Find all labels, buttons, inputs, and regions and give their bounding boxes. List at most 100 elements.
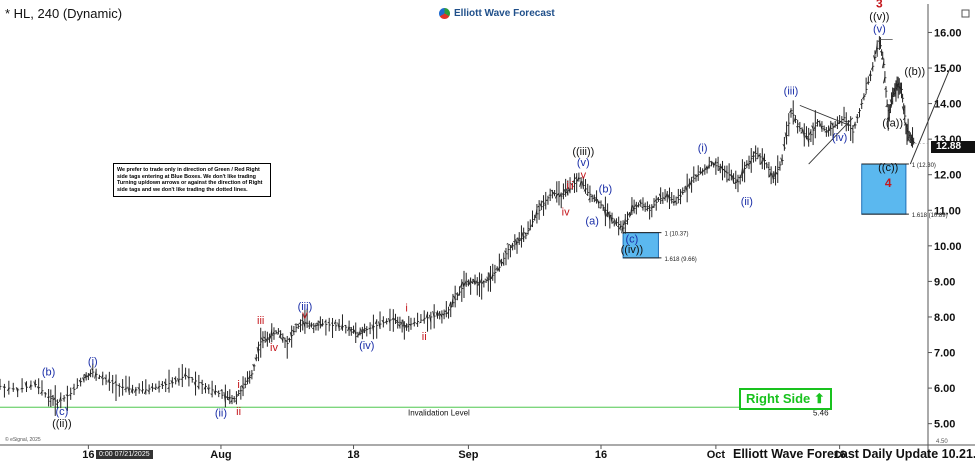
wedge-lower-line [808, 117, 854, 165]
price-bar-open [78, 379, 82, 384]
wave-label: (iv) [832, 132, 847, 144]
price-bar-open [356, 335, 359, 338]
price-bar-open [276, 332, 279, 335]
y-tick-label: 12.00 [934, 170, 962, 182]
price-bar-open [86, 375, 89, 378]
wave-label: v [302, 310, 308, 322]
wave-label: 4 [885, 176, 892, 190]
price-bar-open [499, 259, 502, 266]
price-bar-open [381, 319, 384, 323]
price-bar-open [459, 283, 463, 288]
price-bar-open [241, 385, 244, 389]
price-bar-open [349, 328, 352, 333]
price-bar-open [873, 55, 876, 61]
x-tick-label: 18 [347, 449, 359, 461]
price-bar-open [722, 168, 726, 172]
price-bar-open [577, 176, 580, 181]
price-bar-open [391, 317, 394, 320]
price-bar-open [406, 325, 410, 328]
price-bar-open [206, 387, 210, 391]
price-bar-open [820, 124, 823, 130]
price-bar-open [753, 150, 757, 154]
price-bar-open [353, 329, 357, 335]
price-bar-open [362, 328, 365, 334]
price-bar-open [554, 194, 558, 199]
price-bar-open [596, 199, 600, 205]
price-bar-open [804, 135, 807, 139]
price-bar-open [901, 106, 905, 112]
wave-label: (i) [698, 143, 708, 155]
price-bar-open [592, 196, 595, 200]
price-bar-open [806, 137, 810, 143]
y-tick-label: 6.00 [934, 383, 955, 395]
price-bar-open [374, 320, 378, 325]
price-bar-open [495, 267, 498, 270]
price-bar-open [537, 205, 540, 208]
price-bar-open [638, 200, 642, 204]
price-bar-open [778, 166, 781, 169]
price-bar-open [213, 390, 216, 396]
price-bar-open [6, 387, 10, 392]
price-bar-open [265, 338, 268, 342]
price-bar-open [94, 370, 97, 379]
price-bar-open [395, 320, 399, 324]
wave-label: ((a)) [882, 118, 903, 130]
price-bar-open [749, 160, 752, 165]
price-bar-open [672, 201, 675, 204]
price-bar-open [301, 319, 303, 322]
price-bar-open [891, 92, 895, 97]
price-bar-open [906, 127, 909, 133]
price-bar-open [896, 82, 899, 86]
price-bar-open [510, 243, 513, 248]
price-bar-open [809, 130, 812, 135]
wave-label: (b) [599, 183, 612, 195]
price-bar-open [371, 324, 374, 332]
wave-label: v [581, 169, 587, 181]
price-bar-open [432, 310, 435, 318]
price-bar-open [894, 91, 897, 94]
price-bar-open [134, 388, 137, 393]
price-bar-open [751, 155, 754, 158]
price-bar-open [225, 396, 228, 399]
price-bar-open [775, 172, 779, 175]
price-bar-open [870, 66, 874, 70]
price-bar-open [570, 183, 573, 186]
price-bar-open [519, 238, 522, 241]
price-bar-open [789, 109, 792, 114]
price-bar-open [15, 387, 19, 393]
price-bar-open [137, 387, 140, 390]
price-bar-open [605, 210, 609, 217]
price-bar-open [623, 218, 626, 226]
price-bar-open [153, 387, 157, 390]
price-bar-open [479, 278, 483, 283]
price-bar-open [267, 338, 270, 341]
price-bar-open [269, 329, 273, 339]
price-bar-open [378, 321, 381, 330]
price-bar-open [272, 331, 275, 335]
price-bar-open [762, 155, 765, 162]
price-bar-open [515, 239, 518, 247]
price-bar-open [280, 337, 284, 342]
price-bar-open [127, 386, 130, 394]
wave-label: (iv) [359, 340, 374, 352]
price-bar-open [590, 195, 593, 198]
price-bar-open [170, 380, 173, 385]
price-bar-open [388, 317, 391, 325]
maximize-icon [961, 9, 970, 18]
price-bar-open [327, 321, 330, 324]
price-bar-open [733, 181, 737, 185]
price-bar-open [902, 117, 906, 121]
price-bar-open [632, 205, 635, 213]
price-bar-open [422, 318, 425, 322]
price-bar-open [868, 72, 871, 77]
price-bar-open [680, 191, 684, 194]
price-bar-open [250, 374, 253, 377]
wave-label: (c) [626, 233, 639, 245]
wave-label: (ii) [215, 408, 227, 420]
price-bar-open [900, 95, 903, 97]
price-bar-open [895, 83, 898, 89]
price-bar-open [428, 314, 432, 323]
price-bar-open [658, 193, 662, 198]
price-bar-open [110, 379, 113, 382]
